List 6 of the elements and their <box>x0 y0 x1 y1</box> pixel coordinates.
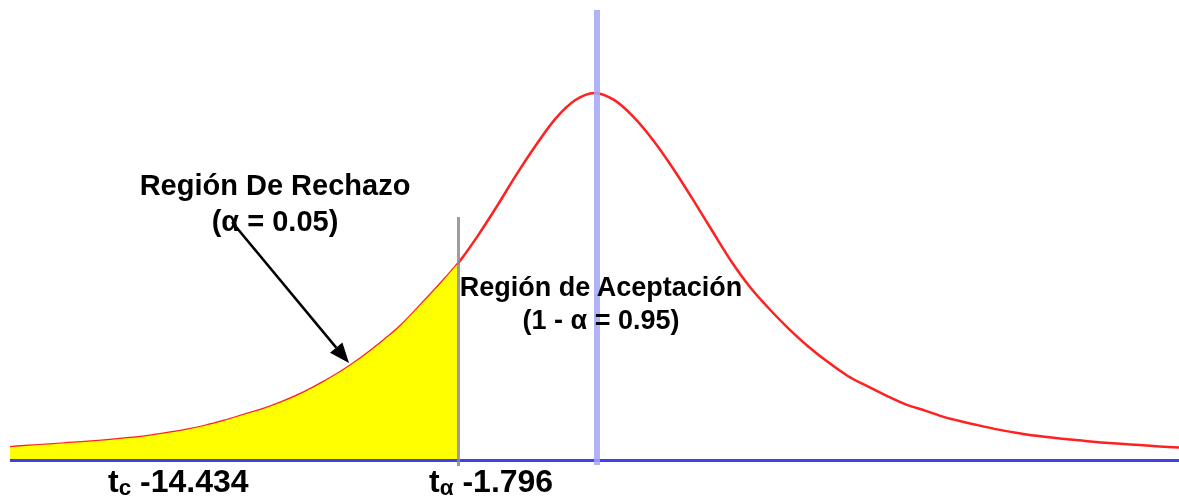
annotation: Región de Aceptación <box>459 272 743 302</box>
annotation: (1 - α = 0.95) <box>522 305 680 335</box>
annotation: Región De Rechazo <box>139 169 411 201</box>
annotation: (α = 0.05) <box>211 205 339 237</box>
text: t$_{α}$ -1.796 <box>429 463 554 498</box>
text: t$_{c}$ -14.434 <box>108 463 249 498</box>
